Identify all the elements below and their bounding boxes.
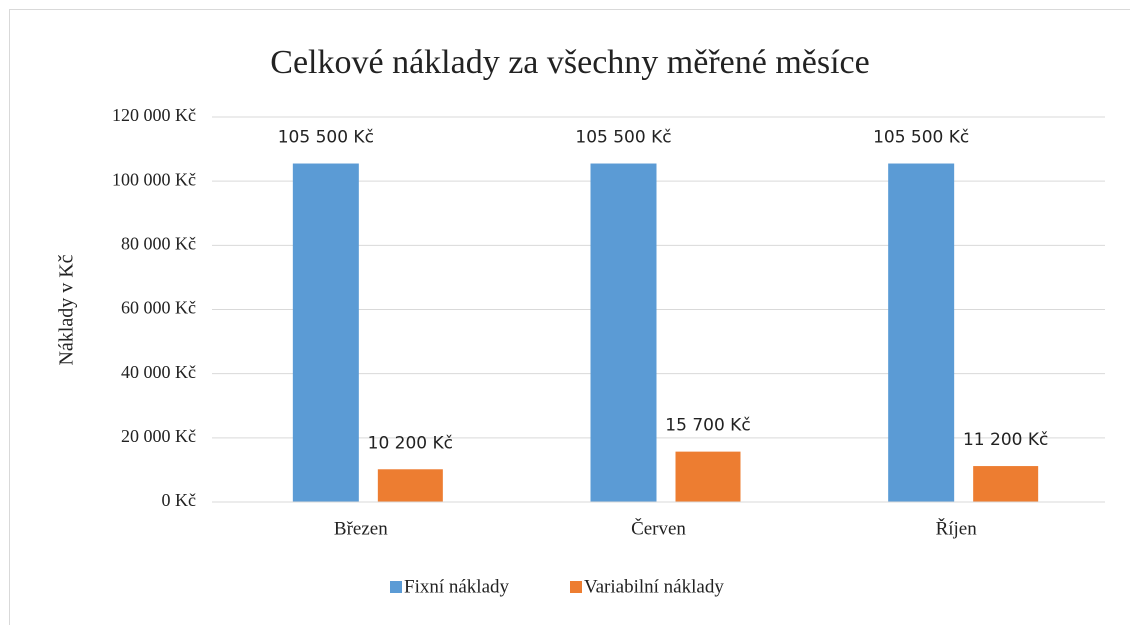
y-tick-label: 40 000 Kč	[121, 362, 196, 382]
bar	[377, 469, 443, 502]
legend-swatch	[570, 581, 582, 593]
y-tick-label: 120 000 Kč	[112, 105, 196, 125]
data-label: 105 500 Kč	[575, 128, 671, 148]
x-tick-label: Červen	[631, 517, 686, 539]
bar	[675, 451, 741, 502]
data-label: 105 500 Kč	[278, 128, 374, 148]
y-tick-label: 60 000 Kč	[121, 298, 196, 318]
bar	[973, 466, 1039, 502]
y-axis-label: Náklady v Kč	[56, 254, 78, 365]
x-tick-label: Březen	[334, 518, 388, 539]
legend-label: Variabilní náklady	[584, 576, 724, 597]
data-label: 10 200 Kč	[368, 433, 453, 453]
data-label: 11 200 Kč	[963, 430, 1048, 450]
y-tick-label: 0 Kč	[162, 490, 197, 510]
chart-title: Celkové náklady za všechny měřené měsíce	[270, 44, 869, 81]
legend-label: Fixní náklady	[404, 576, 510, 597]
data-label: 15 700 Kč	[665, 416, 750, 436]
bar	[888, 163, 955, 503]
legend-swatch	[390, 581, 402, 593]
bar	[292, 163, 359, 503]
bar	[590, 163, 657, 503]
y-tick-label: 100 000 Kč	[112, 169, 196, 189]
y-tick-label: 80 000 Kč	[121, 233, 196, 253]
chart-border	[9, 9, 1130, 625]
data-label: 105 500 Kč	[873, 128, 969, 148]
y-tick-label: 20 000 Kč	[121, 426, 196, 446]
x-tick-label: Říjen	[936, 517, 978, 539]
